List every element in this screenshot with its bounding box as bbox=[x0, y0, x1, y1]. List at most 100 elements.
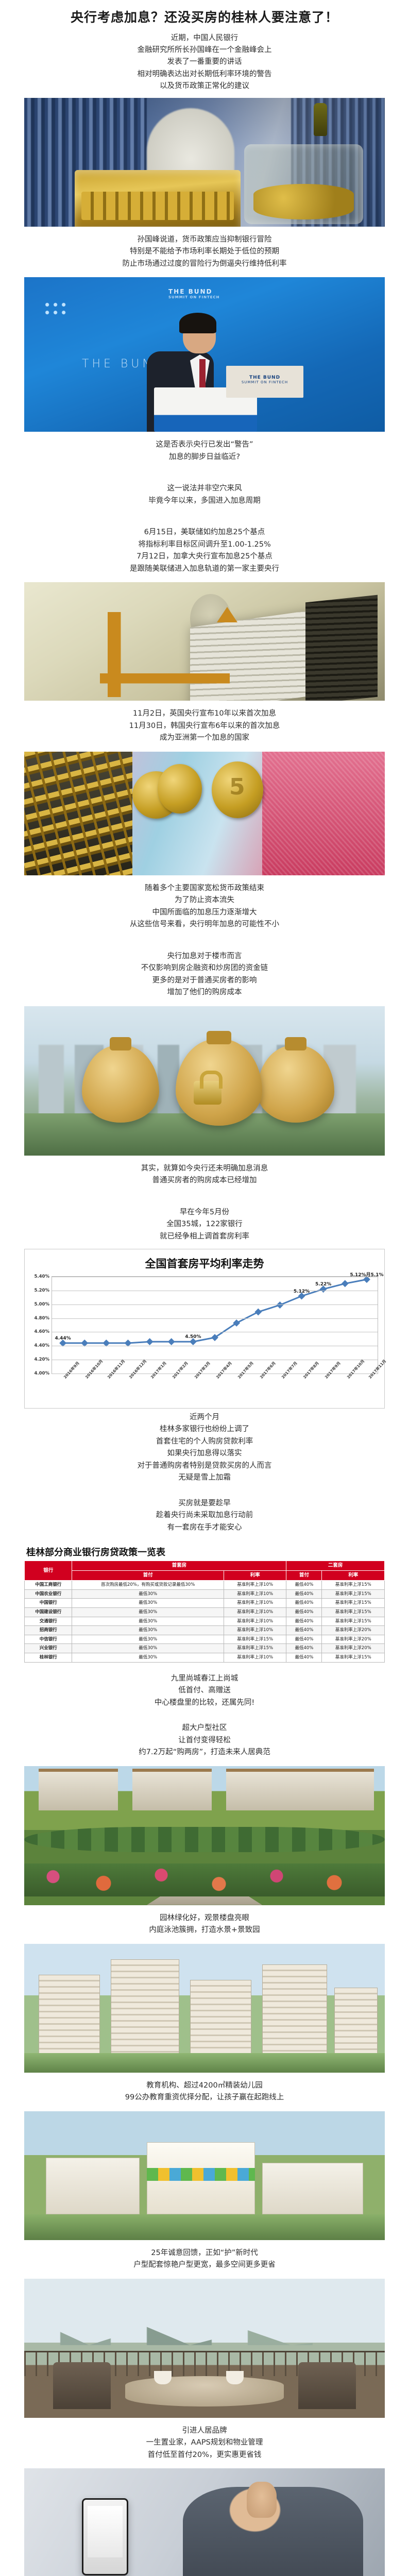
block14-line-1: 超大户型社区 bbox=[182, 1724, 227, 1733]
money-bag-right bbox=[257, 1037, 334, 1123]
block6-line-2: 11月30日，韩国央行宣布6年以来的首次加息 bbox=[129, 721, 280, 730]
gold-bars bbox=[75, 170, 241, 227]
col-first-rate: 利率 bbox=[223, 1570, 287, 1581]
colorful-facade-accent bbox=[147, 2167, 255, 2181]
block6-paragraph: 11月2日，英国央行宣布10年以来首次加息 11月30日，韩国央行宣布6年以来的… bbox=[0, 705, 409, 747]
balcony-chair-left bbox=[53, 2362, 111, 2410]
bank-dome bbox=[147, 108, 234, 180]
chart-y-tick: 5.00% bbox=[34, 1301, 50, 1307]
loan-table-body: 中国工商银行 首次购房最低20%，有购买或贷款记录最低30% 基准利率上浮10% 最低… bbox=[24, 1580, 385, 1663]
block15-paragraph: 园林绿化好，观景楼盘亮眼 内庭泳池簇拥，打造水景+景致园 bbox=[0, 1909, 409, 1940]
lawn bbox=[24, 2053, 385, 2073]
rmb-coins-illustration bbox=[24, 751, 385, 875]
chart-plot-area: 5.40% 5.20% 5.00% 4.80% 4.60% 4.40% 4.20% 4.00%… bbox=[35, 1273, 384, 1376]
block18-line-3: 首付低至首付20%，更实惠更省钱 bbox=[147, 2450, 262, 2459]
hedge-row bbox=[24, 1827, 385, 1853]
chart-y-tick: 4.40% bbox=[34, 1343, 50, 1349]
intro-line-4: 相对明确表达出对长期低利率环境的警告 bbox=[137, 70, 272, 78]
cell-second-rate: 基准利率上浮15% bbox=[321, 1580, 385, 1590]
block5-line-1: 6月15日，美联储如约加息25个基点 bbox=[144, 528, 265, 537]
chart-point-label: 4.50% bbox=[185, 1334, 201, 1340]
block5-line-3: 7月12日，加拿大央行宣布加息25个基点 bbox=[137, 552, 272, 561]
block11-line-6: 无疑是雪上加霜 bbox=[178, 1473, 231, 1482]
residential-building-3 bbox=[226, 1769, 305, 1811]
mortgage-rate-chart: 全国首套房平均利率走势 5.40% 5.20% 5.00% 4.80% 4.60% 4.4… bbox=[24, 1249, 387, 1409]
block16-line-2: 99公办教育重资优择分配，让孩子赢在起跑线上 bbox=[125, 2093, 284, 2102]
block18-line-2: 一生置业家，AAPS规划和物业管理 bbox=[146, 2438, 263, 2447]
rising-arrow-icon bbox=[100, 606, 238, 698]
block14-line-3: 约7.2万起“购两房”，打造未来人居典范 bbox=[139, 1748, 270, 1757]
block18-paragraph: 引进人居品牌 一生置业家，AAPS规划和物业管理 首付低至首付20%，更实惠更省… bbox=[0, 2422, 409, 2464]
block12-line-2: 趁着央行尚未采取加息行动前 bbox=[156, 1511, 253, 1520]
dollar-rise-photo bbox=[24, 582, 385, 701]
residential-building-2 bbox=[132, 1769, 212, 1811]
cell-first-downpayment: 最低30% bbox=[72, 1598, 224, 1608]
balcony-handrail bbox=[24, 2350, 385, 2352]
figurine bbox=[314, 103, 327, 136]
block7-line-3: 中国所面临的加息压力逐渐增大 bbox=[152, 908, 257, 917]
summit-banner-line2: SUMMIT ON FINTECH bbox=[168, 295, 220, 300]
block6-line-1: 11月2日，英国央行宣布10年以来首次加息 bbox=[132, 709, 277, 718]
block9-line-1: 其实，就算如今央行还未明确加息消息 bbox=[141, 1164, 268, 1173]
block12-line-3: 有一套房在手才能安心 bbox=[167, 1523, 242, 1532]
balcony-table bbox=[125, 2376, 284, 2406]
summit-banner-text: THE BUND SUMMIT ON FINTECH bbox=[168, 288, 220, 299]
loan-table-head: 银行 首套房 二套房 首付 利率 首付 利率 bbox=[24, 1561, 385, 1581]
col-second-rate: 利率 bbox=[321, 1570, 385, 1581]
cell-first-rate: 基准利率上浮10% bbox=[223, 1598, 287, 1608]
chart-point-label: 5.12%月5.1% bbox=[350, 1272, 384, 1278]
chart-y-tick: 5.40% bbox=[34, 1274, 50, 1279]
table-row: 中国工商银行 首次购房最低20%，有购买或贷款记录最低30% 基准利率上浮10% 最低… bbox=[24, 1580, 385, 1590]
summit-illustration: THE BUND SUMMIT ON FINTECH THE BUND THE … bbox=[24, 277, 385, 432]
tower-4 bbox=[262, 1964, 327, 2055]
bank-gold-illustration bbox=[24, 97, 385, 227]
block15-line-1: 园林绿化好，观景楼盘亮眼 bbox=[160, 1913, 249, 1922]
chart-y-tick: 4.00% bbox=[34, 1371, 50, 1376]
loan-policy-table: 银行 首套房 二套房 首付 利率 首付 利率 中国工商银行 首次购房最低20%，有… bbox=[24, 1561, 385, 1663]
spacer bbox=[0, 1712, 409, 1719]
cell-second-rate: 基准利率上浮20% bbox=[321, 1634, 385, 1645]
coin-3 bbox=[212, 761, 263, 818]
cell-second-downpayment: 最低40% bbox=[286, 1607, 322, 1617]
cell-first-rate: 基准利率上浮10% bbox=[223, 1580, 287, 1590]
block13-line-2: 低首付、高赠送 bbox=[178, 1686, 231, 1695]
money-bag-left bbox=[82, 1037, 159, 1123]
block8-line-3: 更多的是对于普通买房者的影响 bbox=[152, 976, 257, 985]
cell-second-downpayment: 最低40% bbox=[286, 1653, 322, 1663]
cell-first-rate: 基准利率上浮15% bbox=[223, 1643, 287, 1654]
block11-line-5: 对于普通购房者特别是贷款买房的人而言 bbox=[137, 1461, 272, 1470]
speaker-hair bbox=[179, 313, 216, 334]
block5-line-4: 是跟随美联储进入加息轨道的第一家主要央行 bbox=[130, 564, 279, 573]
block7-line-1: 随着多个主要国家宽松货币政策结束 bbox=[145, 884, 264, 892]
cell-second-downpayment: 最低40% bbox=[286, 1589, 322, 1599]
podium-sign-line2: SUMMIT ON FINTECH bbox=[241, 380, 288, 385]
block2-line-1: 孙国峰说道，货币政策应当抑制银行冒险 bbox=[137, 235, 272, 244]
cell-first-downpayment: 最低30% bbox=[72, 1643, 224, 1654]
table-row: 桂林银行 最低30% 基准利率上浮10% 最低40% 基准利率上浮15% bbox=[24, 1653, 385, 1663]
cell-first-downpayment: 最低30% bbox=[72, 1625, 224, 1635]
cell-first-downpayment: 最低30% bbox=[72, 1589, 224, 1599]
spacer bbox=[0, 1190, 409, 1204]
dollar-rise-illustration bbox=[24, 582, 385, 701]
block12-paragraph: 买房就是要趁早 趁着央行尚未采取加息行动前 有一套房在手才能安心 bbox=[0, 1495, 409, 1537]
loan-table-title: 桂林部分商业银行房贷政策一览表 bbox=[26, 1547, 165, 1558]
cell-first-rate: 基准利率上浮10% bbox=[223, 1607, 287, 1617]
col-bank: 银行 bbox=[24, 1561, 73, 1581]
schoolyard bbox=[24, 2214, 385, 2240]
speaker-tie bbox=[199, 359, 206, 388]
cell-bank: 中信银行 bbox=[24, 1634, 73, 1645]
balcony-illustration bbox=[24, 2278, 385, 2418]
block4-line-2: 毕竟今年以来，多国进入加息周期 bbox=[148, 496, 261, 505]
cell-second-rate: 基准利率上浮15% bbox=[321, 1589, 385, 1599]
money-bag-photo bbox=[24, 1006, 385, 1156]
spacer bbox=[0, 510, 409, 523]
smartphone bbox=[82, 2498, 128, 2575]
cell-second-rate: 基准利率上浮15% bbox=[321, 1598, 385, 1608]
cell-first-rate: 基准利率上浮10% bbox=[223, 1589, 287, 1599]
table-row: 中国建设银行 最低30% 基准利率上浮10% 最低40% 基准利率上浮15% bbox=[24, 1607, 385, 1617]
bag-neck bbox=[110, 1037, 131, 1050]
block3-paragraph: 这是否表示央行已发出“警告” 加息的脚步日益临近? bbox=[0, 436, 409, 466]
block5-paragraph: 6月15日，美联储如约加息25个基点 将指标利率目标区间调升至1.00-1.25… bbox=[0, 523, 409, 578]
spacer bbox=[0, 1487, 409, 1495]
table-row: 交通银行 最低30% 基准利率上浮10% 最低40% 基准利率上浮15% bbox=[24, 1616, 385, 1626]
